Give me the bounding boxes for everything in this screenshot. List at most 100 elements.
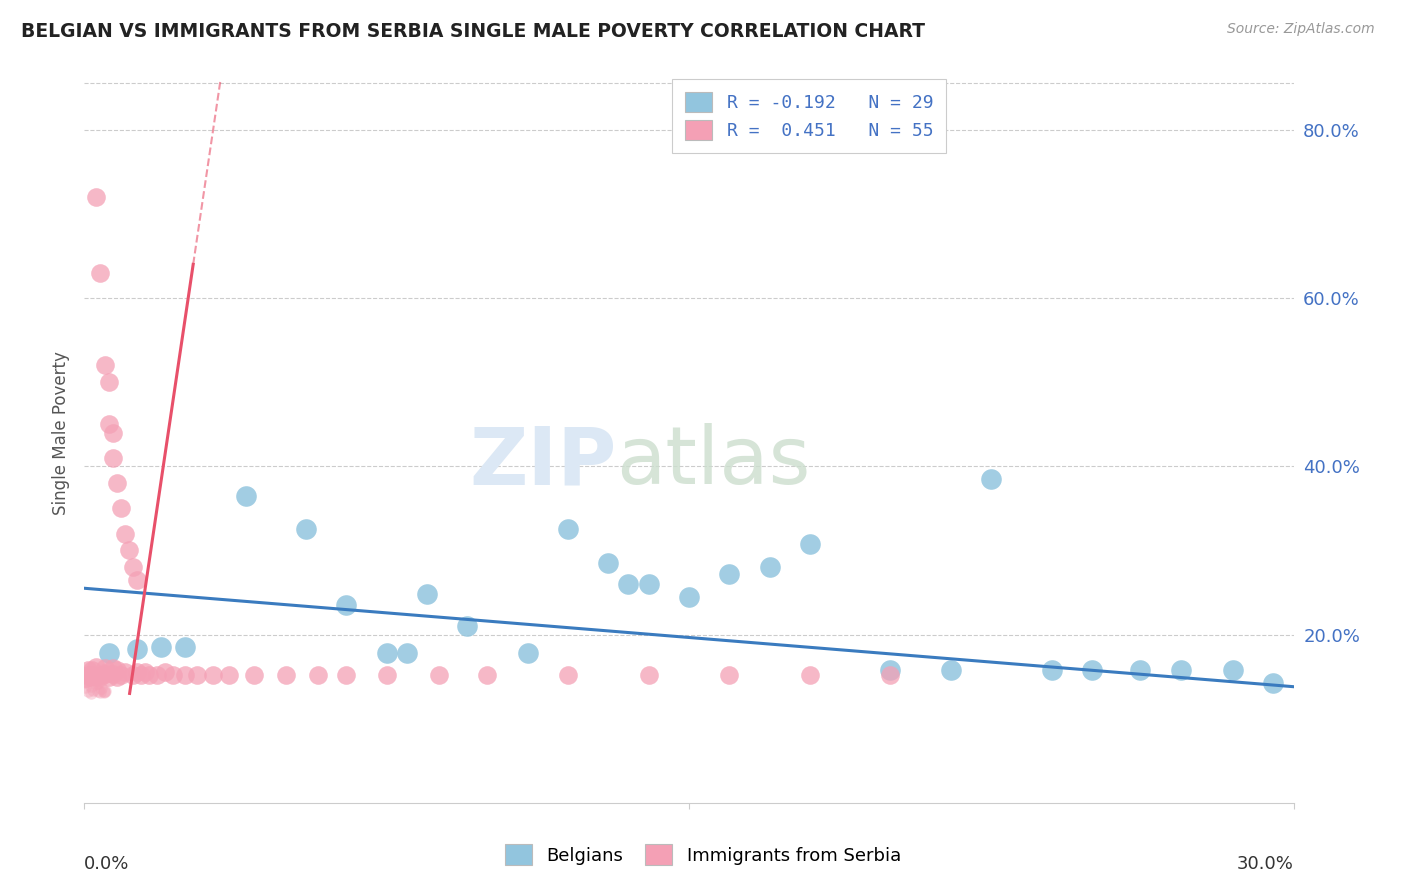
Legend: R = -0.192   N = 29, R =  0.451   N = 55: R = -0.192 N = 29, R = 0.451 N = 55 — [672, 78, 946, 153]
Point — [1170, 663, 1192, 677]
Point — [335, 668, 357, 682]
Point — [89, 681, 111, 696]
Point — [79, 678, 101, 692]
Point — [114, 526, 136, 541]
Point — [129, 668, 152, 682]
Point — [557, 668, 579, 682]
Point — [82, 665, 104, 680]
Point — [307, 668, 329, 682]
Point — [89, 670, 111, 684]
Point — [375, 668, 398, 682]
Point — [274, 668, 297, 682]
Point — [516, 646, 538, 660]
Point — [1263, 676, 1285, 690]
Point — [879, 663, 901, 677]
Point — [101, 450, 124, 465]
Point — [114, 665, 136, 680]
Point — [90, 686, 112, 700]
Point — [89, 266, 111, 280]
Point — [125, 641, 148, 656]
Point — [235, 489, 257, 503]
Point — [97, 375, 120, 389]
Text: BELGIAN VS IMMIGRANTS FROM SERBIA SINGLE MALE POVERTY CORRELATION CHART: BELGIAN VS IMMIGRANTS FROM SERBIA SINGLE… — [21, 22, 925, 41]
Point — [77, 678, 100, 692]
Point — [1040, 663, 1063, 677]
Point — [242, 668, 264, 682]
Point — [96, 683, 118, 698]
Point — [93, 675, 115, 690]
Point — [477, 668, 499, 682]
Point — [456, 619, 478, 633]
Point — [86, 670, 108, 684]
Point — [86, 190, 108, 204]
Point — [80, 683, 103, 698]
Point — [75, 681, 97, 696]
Point — [138, 668, 160, 682]
Text: 0.0%: 0.0% — [84, 855, 129, 872]
Point — [97, 669, 120, 683]
Point — [80, 666, 103, 681]
Point — [1081, 663, 1104, 677]
Text: ZIP: ZIP — [470, 423, 616, 501]
Point — [162, 668, 184, 682]
Point — [149, 640, 172, 655]
Point — [77, 676, 100, 690]
Point — [174, 668, 197, 682]
Point — [90, 675, 112, 690]
Point — [375, 646, 398, 660]
Point — [718, 566, 741, 581]
Point — [96, 674, 118, 689]
Point — [134, 665, 156, 680]
Point — [77, 663, 100, 677]
Point — [125, 665, 148, 680]
Point — [86, 685, 108, 699]
Point — [427, 668, 450, 682]
Point — [75, 685, 97, 699]
Point — [110, 668, 132, 682]
Point — [174, 640, 197, 655]
Point — [637, 668, 659, 682]
Point — [93, 667, 115, 681]
Point — [101, 667, 124, 681]
Point — [218, 668, 240, 682]
Point — [101, 425, 124, 440]
Point — [617, 577, 640, 591]
Point — [87, 677, 110, 691]
Y-axis label: Single Male Poverty: Single Male Poverty — [52, 351, 70, 515]
Point — [73, 680, 96, 694]
Point — [83, 661, 105, 675]
Point — [96, 682, 118, 697]
Point — [90, 669, 112, 683]
Point — [86, 665, 108, 679]
Point — [97, 646, 120, 660]
Point — [86, 665, 108, 679]
Point — [980, 472, 1002, 486]
Point — [879, 668, 901, 682]
Point — [678, 590, 700, 604]
Point — [94, 681, 117, 695]
Point — [118, 543, 141, 558]
Point — [637, 577, 659, 591]
Point — [416, 587, 439, 601]
Point — [125, 573, 148, 587]
Point — [82, 668, 104, 682]
Point — [202, 668, 225, 682]
Text: atlas: atlas — [616, 423, 811, 501]
Point — [73, 673, 96, 688]
Point — [121, 560, 143, 574]
Point — [75, 671, 97, 685]
Point — [97, 667, 120, 681]
Point — [97, 670, 120, 684]
Point — [76, 678, 98, 692]
Point — [1129, 663, 1152, 677]
Point — [153, 665, 176, 680]
Point — [105, 476, 128, 491]
Legend: Belgians, Immigrants from Serbia: Belgians, Immigrants from Serbia — [496, 835, 910, 874]
Point — [557, 522, 579, 536]
Point — [93, 662, 115, 676]
Point — [186, 668, 208, 682]
Point — [79, 670, 101, 684]
Point — [105, 670, 128, 684]
Point — [799, 668, 821, 682]
Point — [110, 501, 132, 516]
